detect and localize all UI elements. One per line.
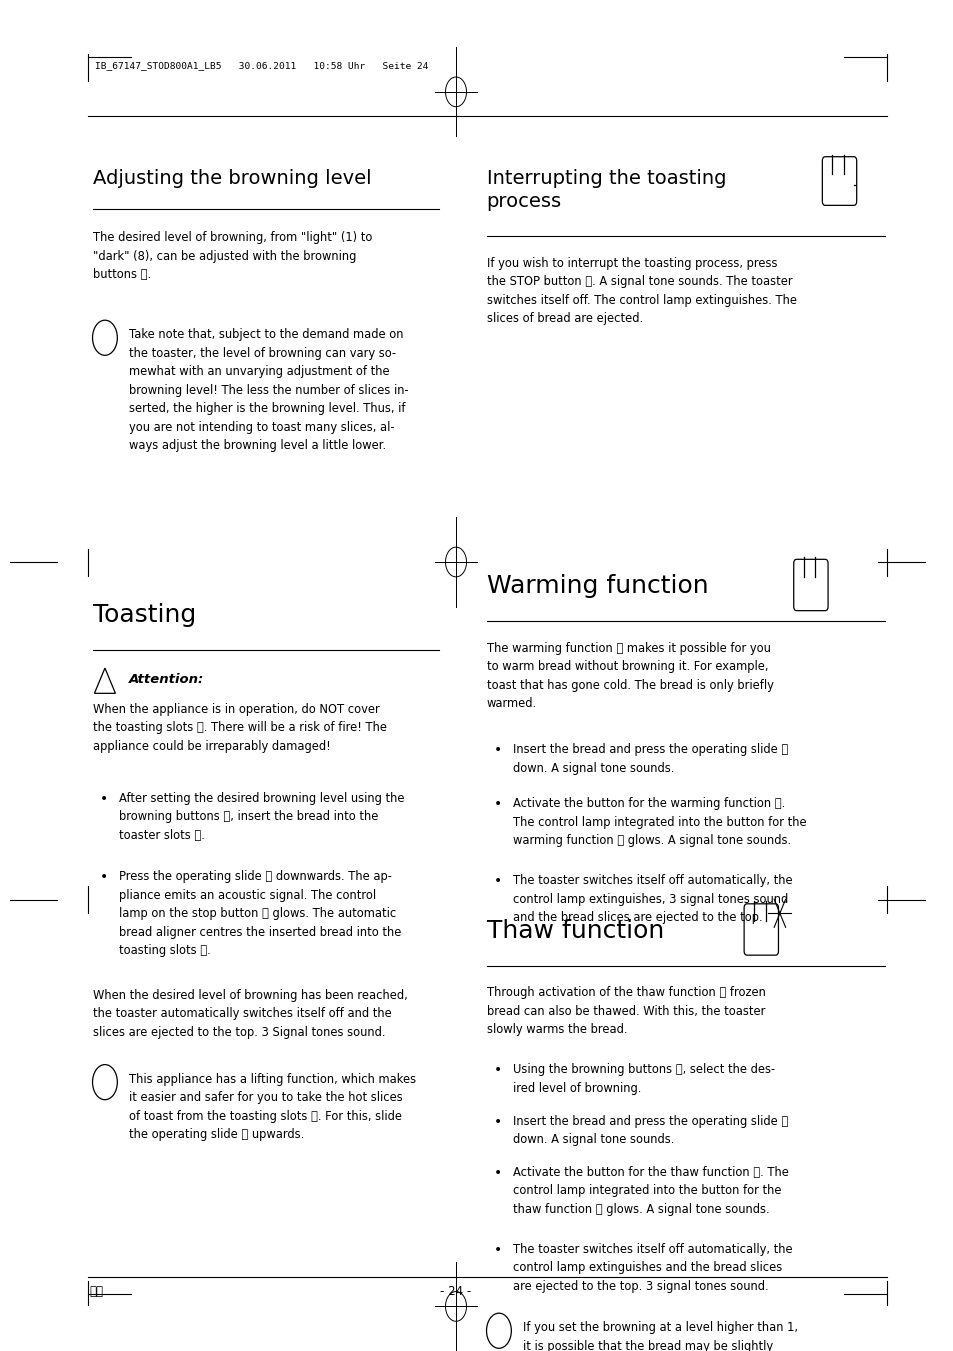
Text: Using the browning buttons ⮟, select the des-
ired level of browning.: Using the browning buttons ⮟, select the…: [513, 1063, 775, 1094]
Text: •: •: [494, 1243, 502, 1256]
Text: Attention:: Attention:: [129, 673, 204, 686]
Text: ⒼⒷ: ⒼⒷ: [90, 1285, 104, 1298]
Text: Press the operating slide ⮟ downwards. The ap-
pliance emits an acoustic signal.: Press the operating slide ⮟ downwards. T…: [119, 870, 401, 957]
Text: •: •: [494, 1063, 502, 1077]
Text: When the desired level of browning has been reached,
the toaster automatically s: When the desired level of browning has b…: [92, 989, 407, 1039]
FancyBboxPatch shape: [793, 559, 827, 611]
Text: !: !: [103, 680, 107, 689]
FancyBboxPatch shape: [743, 904, 778, 955]
Text: •: •: [494, 797, 502, 811]
Text: •: •: [494, 743, 502, 757]
Text: After setting the desired browning level using the
browning buttons ⮟, insert th: After setting the desired browning level…: [119, 792, 404, 842]
Text: Take note that, subject to the demand made on
the toaster, the level of browning: Take note that, subject to the demand ma…: [129, 328, 408, 453]
Text: i: i: [103, 1077, 107, 1088]
Text: The toaster switches itself off automatically, the
control lamp extinguishes and: The toaster switches itself off automati…: [513, 1243, 792, 1293]
Text: Warming function: Warming function: [486, 574, 707, 598]
Text: •: •: [494, 1166, 502, 1179]
Text: If you set the browning at a level higher than 1,
it is possible that the bread : If you set the browning at a level highe…: [522, 1321, 797, 1351]
Text: IB_67147_STOD800A1_LB5   30.06.2011   10:58 Uhr   Seite 24: IB_67147_STOD800A1_LB5 30.06.2011 10:58 …: [95, 61, 429, 70]
Text: Through activation of the thaw function ⮟ frozen
bread can also be thawed. With : Through activation of the thaw function …: [486, 986, 764, 1036]
Polygon shape: [94, 669, 115, 693]
Text: i: i: [497, 1325, 500, 1336]
FancyBboxPatch shape: [821, 157, 856, 205]
Text: i: i: [103, 332, 107, 343]
Text: The warming function ⮟ makes it possible for you
to warm bread without browning : The warming function ⮟ makes it possible…: [486, 642, 773, 711]
Text: Insert the bread and press the operating slide ⮟
down. A signal tone sounds.: Insert the bread and press the operating…: [513, 1115, 788, 1146]
Circle shape: [92, 320, 117, 355]
Text: When the appliance is in operation, do NOT cover
the toasting slots ⮟. There wil: When the appliance is in operation, do N…: [92, 703, 386, 753]
Text: Interrupting the toasting
process: Interrupting the toasting process: [486, 169, 725, 211]
Text: Toasting: Toasting: [92, 603, 195, 627]
Text: •: •: [494, 1115, 502, 1128]
Text: •: •: [494, 874, 502, 888]
Text: The toaster switches itself off automatically, the
control lamp extinguishes, 3 : The toaster switches itself off automati…: [513, 874, 792, 924]
Text: Insert the bread and press the operating slide ⮟
down. A signal tone sounds.: Insert the bread and press the operating…: [513, 743, 788, 774]
Circle shape: [92, 1065, 117, 1100]
Text: This appliance has a lifting function, which makes
it easier and safer for you t: This appliance has a lifting function, w…: [129, 1073, 416, 1142]
Text: Thaw function: Thaw function: [486, 919, 663, 943]
Text: Activate the button for the warming function ⮟.
The control lamp integrated into: Activate the button for the warming func…: [513, 797, 806, 847]
Text: - 24 -: - 24 -: [440, 1285, 471, 1298]
Text: Adjusting the browning level: Adjusting the browning level: [92, 169, 371, 188]
Text: The desired level of browning, from "light" (1) to
"dark" (8), can be adjusted w: The desired level of browning, from "lig…: [92, 231, 372, 281]
Text: •: •: [100, 870, 109, 884]
Text: Activate the button for the thaw function ⮟. The
control lamp integrated into th: Activate the button for the thaw functio…: [513, 1166, 788, 1216]
Text: •: •: [100, 792, 109, 805]
Text: If you wish to interrupt the toasting process, press
the STOP button ⮟. A signal: If you wish to interrupt the toasting pr…: [486, 257, 796, 326]
Circle shape: [486, 1313, 511, 1348]
